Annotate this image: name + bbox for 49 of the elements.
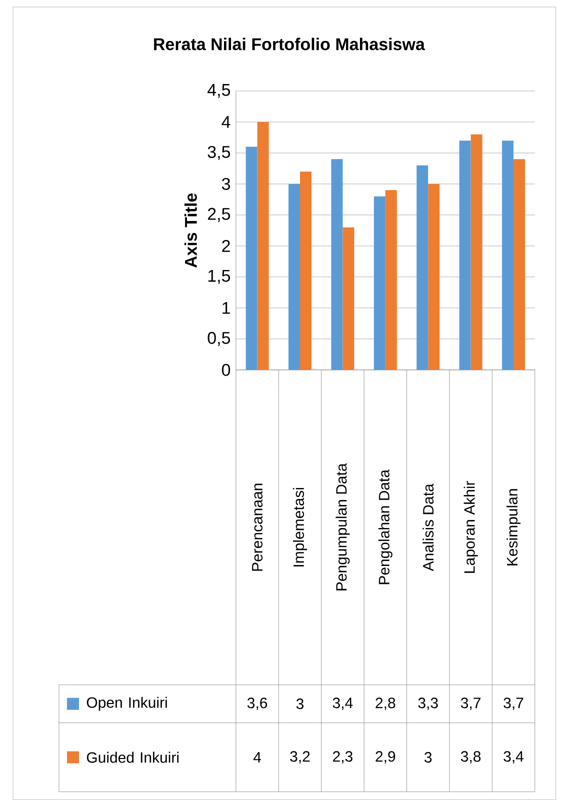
y-tick-label: 0,5 — [208, 332, 230, 346]
data-label: 3,7 — [461, 698, 481, 710]
y-tick-label: 2,5 — [208, 208, 230, 222]
bar — [246, 146, 258, 370]
y-tick-label: 4,5 — [208, 84, 230, 98]
data-label: 3,3 — [418, 698, 438, 710]
bar — [257, 122, 269, 370]
data-label: 3 — [424, 752, 432, 763]
bar — [288, 184, 300, 370]
data-label: 3,4 — [504, 751, 524, 764]
bar — [428, 184, 440, 370]
y-tick-label: 3,5 — [208, 146, 230, 160]
data-label: 4 — [254, 752, 262, 762]
x-tick-label: Implemetasi — [293, 488, 308, 566]
bar — [502, 140, 514, 370]
x-tick-label: Pengolahan Data — [378, 469, 392, 584]
bar — [385, 190, 397, 370]
bar — [416, 165, 428, 370]
bar — [331, 159, 343, 370]
y-tick-label: 0 — [222, 364, 230, 376]
legend-label: Open Inkuiri — [86, 696, 167, 711]
x-tick-label: Laporan Akhir — [464, 480, 478, 573]
bar — [342, 227, 354, 370]
chart-title: Rerata Nilai Fortofolio Mahasiswa — [154, 38, 426, 50]
legend-label: Guided Inkuiri — [87, 752, 179, 763]
y-tick-label: 2 — [222, 240, 230, 252]
data-label: 3 — [296, 698, 304, 710]
data-label: 3,7 — [504, 698, 524, 710]
bar — [374, 196, 386, 370]
data-label: 2,9 — [376, 751, 396, 764]
y-tick-label: 1 — [222, 302, 230, 314]
bar — [300, 172, 312, 370]
bar — [459, 140, 471, 370]
y-tick-label: 1,5 — [208, 270, 230, 284]
y-tick-label: 4 — [222, 116, 230, 128]
x-tick-label: Pengumpulan Data — [336, 463, 350, 590]
data-label: 3,2 — [290, 751, 310, 764]
bar — [470, 134, 482, 370]
data-label: 3,4 — [332, 698, 353, 710]
y-axis-title: Axis Title — [184, 193, 197, 268]
data-label: 2,8 — [376, 698, 396, 710]
x-tick-label: Perencanaan — [252, 484, 263, 571]
bar — [514, 159, 526, 370]
data-label: 3,8 — [461, 751, 481, 764]
y-tick-label: 3 — [222, 178, 230, 190]
data-label: 3,6 — [248, 698, 268, 710]
x-tick-label: Analisis Data — [422, 484, 434, 572]
x-tick-label: Kesimpulan — [506, 489, 521, 566]
data-label: 2,3 — [333, 751, 353, 764]
